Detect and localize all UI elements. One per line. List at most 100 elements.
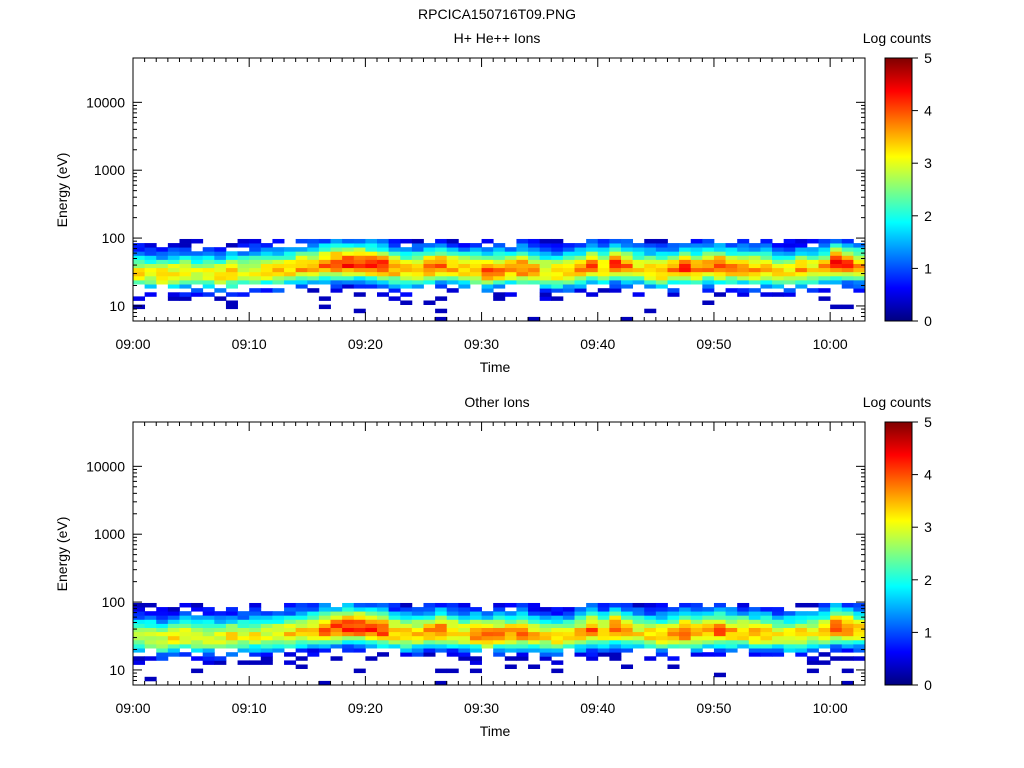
heatmap-cell [528, 602, 541, 608]
heatmap-cell [365, 635, 378, 641]
heatmap-cell [167, 643, 180, 649]
heatmap-cell [307, 648, 320, 653]
heatmap-cell [830, 275, 843, 281]
colorbar-tick-label: 3 [924, 519, 932, 535]
heatmap-cell [679, 639, 692, 645]
heatmap-cell [818, 275, 831, 281]
heatmap-cell [539, 639, 552, 645]
heatmap-cell [295, 627, 308, 633]
heatmap-cell [528, 259, 541, 264]
heatmap-cell [632, 243, 645, 248]
heatmap-cell [609, 602, 622, 608]
heatmap-cell [307, 635, 320, 641]
heatmap-cell [202, 271, 215, 277]
heatmap-cell [481, 284, 494, 289]
heatmap-cell [400, 611, 413, 616]
heatmap-cell [133, 611, 146, 616]
heatmap-cell [621, 611, 634, 616]
heatmap-cell [713, 615, 726, 620]
heatmap-cell [539, 656, 552, 661]
heatmap-cell [400, 279, 413, 285]
heatmap-cell [423, 267, 436, 273]
heatmap-cell [748, 648, 761, 653]
heatmap-cell [725, 635, 738, 641]
heatmap-cell [551, 623, 564, 628]
heatmap-cell [841, 251, 854, 256]
heatmap-cell [179, 238, 192, 244]
heatmap-cell [295, 602, 308, 608]
heatmap-cell [458, 643, 471, 649]
heatmap-cell [737, 255, 750, 260]
heatmap-cell [806, 251, 819, 256]
heatmap-cell [318, 259, 331, 264]
heatmap-cell [760, 619, 773, 624]
heatmap-cell [423, 602, 436, 608]
heatmap-cell [133, 304, 146, 310]
heatmap-cell [458, 631, 471, 637]
heatmap-cell [853, 639, 866, 645]
heatmap-cell [679, 247, 692, 252]
colorbar-tick-label: 4 [924, 467, 932, 483]
heatmap-cell [713, 602, 726, 608]
heatmap-cell [272, 275, 285, 281]
heatmap-cell [365, 607, 378, 612]
heatmap-cell [655, 639, 668, 645]
heatmap-cell [725, 255, 738, 260]
heatmap-cell [516, 243, 529, 248]
heatmap-cell [632, 263, 645, 269]
heatmap-cell [144, 602, 157, 608]
heatmap-cell [307, 615, 320, 620]
heatmap-cell [214, 643, 227, 649]
heatmap-cell [446, 251, 459, 256]
heatmap-cell [144, 284, 157, 289]
heatmap-cell [551, 263, 564, 269]
heatmap-cell [284, 652, 297, 657]
heatmap-cell [458, 251, 471, 256]
heatmap-cell [853, 611, 866, 616]
heatmap-cell [539, 627, 552, 633]
heatmap-cell [783, 279, 796, 285]
heatmap-cell [516, 623, 529, 628]
heatmap-cell [260, 243, 273, 248]
heatmap-cell [713, 251, 726, 256]
heatmap-cell [272, 279, 285, 285]
heatmap-cell [353, 292, 366, 297]
heatmap-cell [249, 635, 262, 641]
heatmap-cell [353, 648, 366, 653]
heatmap-cell [783, 639, 796, 645]
heatmap-cell [679, 615, 692, 620]
heatmap-cell [249, 631, 262, 637]
heatmap-cell [493, 623, 506, 628]
heatmap-cell [493, 648, 506, 653]
heatmap-cell [690, 611, 703, 616]
heatmap-cell [644, 615, 657, 620]
heatmap-cell [609, 267, 622, 273]
heatmap-cell [725, 631, 738, 637]
heatmap-cell [690, 259, 703, 264]
heatmap-cell [679, 251, 692, 256]
heatmap-cell [783, 271, 796, 277]
heatmap-cell [237, 263, 250, 269]
heatmap-cell [841, 238, 854, 244]
heatmap-cell [586, 243, 599, 248]
heatmap-cell [562, 267, 575, 273]
heatmap-cell [504, 648, 517, 653]
heatmap-cell [179, 639, 192, 645]
heatmap-cell [830, 602, 843, 608]
heatmap-cell [795, 247, 808, 252]
heatmap-cell [772, 619, 785, 624]
heatmap-cell [295, 271, 308, 277]
heatmap-cell [469, 639, 482, 645]
heatmap-cell [574, 652, 587, 657]
heatmap-cell [702, 639, 715, 645]
heatmap-cell [713, 259, 726, 264]
heatmap-cell [679, 611, 692, 616]
heatmap-cell [539, 255, 552, 260]
heatmap-cell [191, 607, 204, 612]
heatmap-cell [806, 279, 819, 285]
heatmap-cell [446, 627, 459, 633]
heatmap-cell [795, 635, 808, 641]
heatmap-cell [644, 284, 657, 289]
heatmap-cell [586, 292, 599, 297]
